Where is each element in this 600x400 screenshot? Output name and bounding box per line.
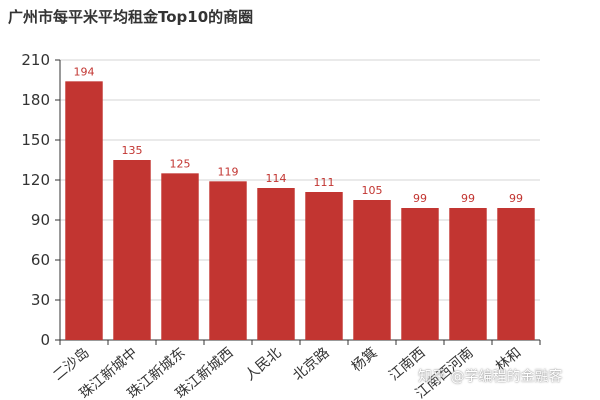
category-label: 北京路 [290,345,332,384]
y-tick-label: 150 [21,131,50,149]
y-tick-label: 120 [21,171,50,189]
bar [257,188,295,340]
bar [305,192,343,340]
y-tick-label: 30 [31,291,50,309]
category-label: 人民北 [242,345,284,384]
bar-value-label: 125 [170,157,191,170]
y-tick-label: 180 [21,91,50,109]
bar-value-label: 194 [74,65,95,78]
y-tick-label: 90 [31,211,50,229]
bar [113,160,151,340]
bar [353,200,391,340]
bar [449,208,487,340]
bars [65,81,535,340]
y-tick-label: 210 [21,51,50,69]
bar [161,173,199,340]
y-tick-label: 0 [40,331,50,349]
bar-value-label: 99 [509,192,523,205]
data-labels: 194 135 125 119 114 111 105 99 99 99 [74,65,524,205]
bar [209,181,247,340]
bar [401,208,439,340]
category-label: 杨箕 [348,344,380,375]
bar-value-label: 105 [362,184,383,197]
category-label: 二沙岛 [50,345,92,384]
bar [497,208,535,340]
bar-value-label: 119 [218,165,239,178]
bar-value-label: 99 [461,192,475,205]
bar-value-label: 114 [266,172,287,185]
bar-value-label: 99 [413,192,427,205]
bar-value-label: 111 [314,176,335,189]
chart-title: 广州市每平米平均租金Top10的商圈 [8,8,254,26]
bar-value-label: 135 [122,144,143,157]
bar [65,81,103,340]
watermark: 知乎 @学编程的金融客 [418,369,563,385]
y-tick-label: 60 [31,251,50,269]
